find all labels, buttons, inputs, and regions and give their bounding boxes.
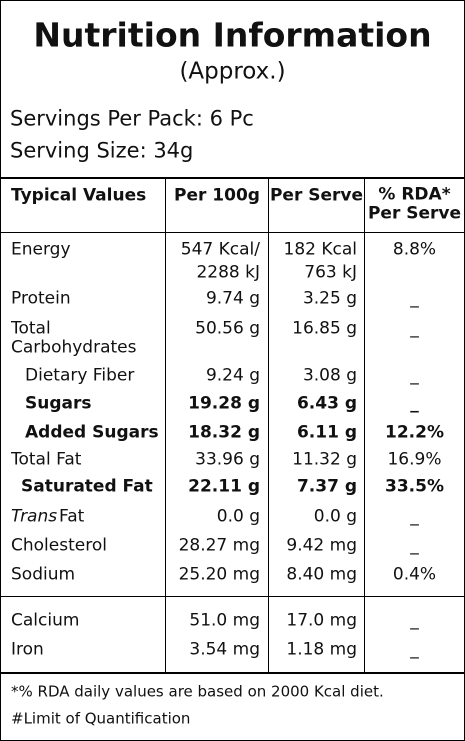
- per-100g: 19.28 g: [188, 393, 260, 414]
- rda: _: [410, 639, 419, 660]
- column-header: Per 100g: [174, 185, 260, 206]
- nutrient-name: Sodium: [11, 564, 76, 585]
- per-100g: 0.0 g: [216, 506, 260, 527]
- per-100g: 3.54 mg: [189, 639, 260, 660]
- serving-size: Serving Size: 34g: [10, 138, 194, 163]
- footnote: *% RDA daily values are based on 2000 Kc…: [11, 682, 384, 701]
- per-serve: 182 Kcal: [283, 239, 358, 260]
- rda: _: [410, 393, 419, 414]
- per-serve: 0.0 g: [313, 506, 357, 527]
- per-100g: 9.24 g: [205, 365, 260, 386]
- rda: _: [410, 610, 419, 631]
- nutrient-name: Total Fat: [11, 449, 82, 470]
- per-100g: 33.96 g: [195, 449, 260, 470]
- per-serve: 7.37 g: [296, 476, 357, 497]
- per-serve: 1.18 mg: [286, 639, 357, 660]
- subtitle: (Approx.): [179, 58, 286, 85]
- per-100g: 2288 kJ: [196, 262, 260, 283]
- rda: 0.4%: [392, 564, 437, 585]
- rda: _: [410, 535, 419, 556]
- rule: [1, 177, 464, 179]
- nutrient-name: Trans: [11, 506, 58, 527]
- per-100g: 51.0 mg: [189, 610, 260, 631]
- rda: _: [410, 318, 419, 339]
- per-100g: 18.32 g: [188, 422, 260, 443]
- per-serve: 8.40 mg: [286, 564, 357, 585]
- rule: [268, 178, 269, 673]
- nutrient-name: Cholesterol: [11, 535, 107, 556]
- per-serve: 17.0 mg: [286, 610, 357, 631]
- servings-per-pack: Servings Per Pack: 6 Pc: [10, 106, 254, 131]
- nutrient-name: Dietary Fiber: [25, 365, 135, 386]
- per-serve: 6.11 g: [296, 422, 357, 443]
- per-serve: 9.42 mg: [286, 535, 357, 556]
- per-100g: 50.56 g: [195, 318, 260, 339]
- rda: 12.2%: [385, 422, 444, 443]
- nutrient-name: Carbohydrates: [11, 337, 137, 358]
- nutrient-name: Saturated Fat: [21, 476, 153, 497]
- per-100g: 22.11 g: [188, 476, 260, 497]
- nutrient-name: Iron: [11, 639, 44, 660]
- nutrient-name: Protein: [11, 288, 71, 309]
- rda: 33.5%: [385, 476, 444, 497]
- nutrient-name: Total: [11, 318, 51, 339]
- rule: [1, 672, 464, 674]
- rda: 16.9%: [387, 449, 442, 470]
- rda: 8.8%: [392, 239, 437, 260]
- per-100g: 25.20 mg: [178, 564, 260, 585]
- per-serve: 11.32 g: [292, 449, 357, 470]
- per-100g: 28.27 mg: [178, 535, 260, 556]
- per-100g: 9.74 g: [205, 288, 260, 309]
- per-serve: 16.85 g: [292, 318, 357, 339]
- rda: _: [410, 288, 419, 309]
- column-header: Typical Values: [11, 185, 147, 206]
- per-100g: 547 Kcal/: [180, 239, 260, 260]
- rule: [1, 232, 464, 233]
- footnote: #Limit of Quantification: [11, 709, 191, 728]
- nutrient-name: Added Sugars: [25, 422, 159, 443]
- rule: [364, 178, 365, 673]
- column-header: Per Serve: [367, 203, 462, 224]
- per-serve: 3.25 g: [302, 288, 357, 309]
- nutrient-name: Fat: [59, 506, 85, 527]
- nutrient-name: Energy: [11, 239, 71, 260]
- per-serve: 763 kJ: [304, 262, 357, 283]
- title: Nutrition Information: [33, 15, 432, 55]
- column-header: Per Serve: [269, 185, 364, 206]
- nutrient-name: Calcium: [11, 610, 80, 631]
- nutrient-name: Sugars: [25, 393, 92, 414]
- rule: [1, 596, 464, 597]
- per-serve: 3.08 g: [302, 365, 357, 386]
- per-serve: 6.43 g: [296, 393, 357, 414]
- rda: _: [410, 365, 419, 386]
- rda: _: [410, 506, 419, 527]
- column-header: % RDA*: [378, 184, 451, 205]
- rule: [165, 178, 166, 673]
